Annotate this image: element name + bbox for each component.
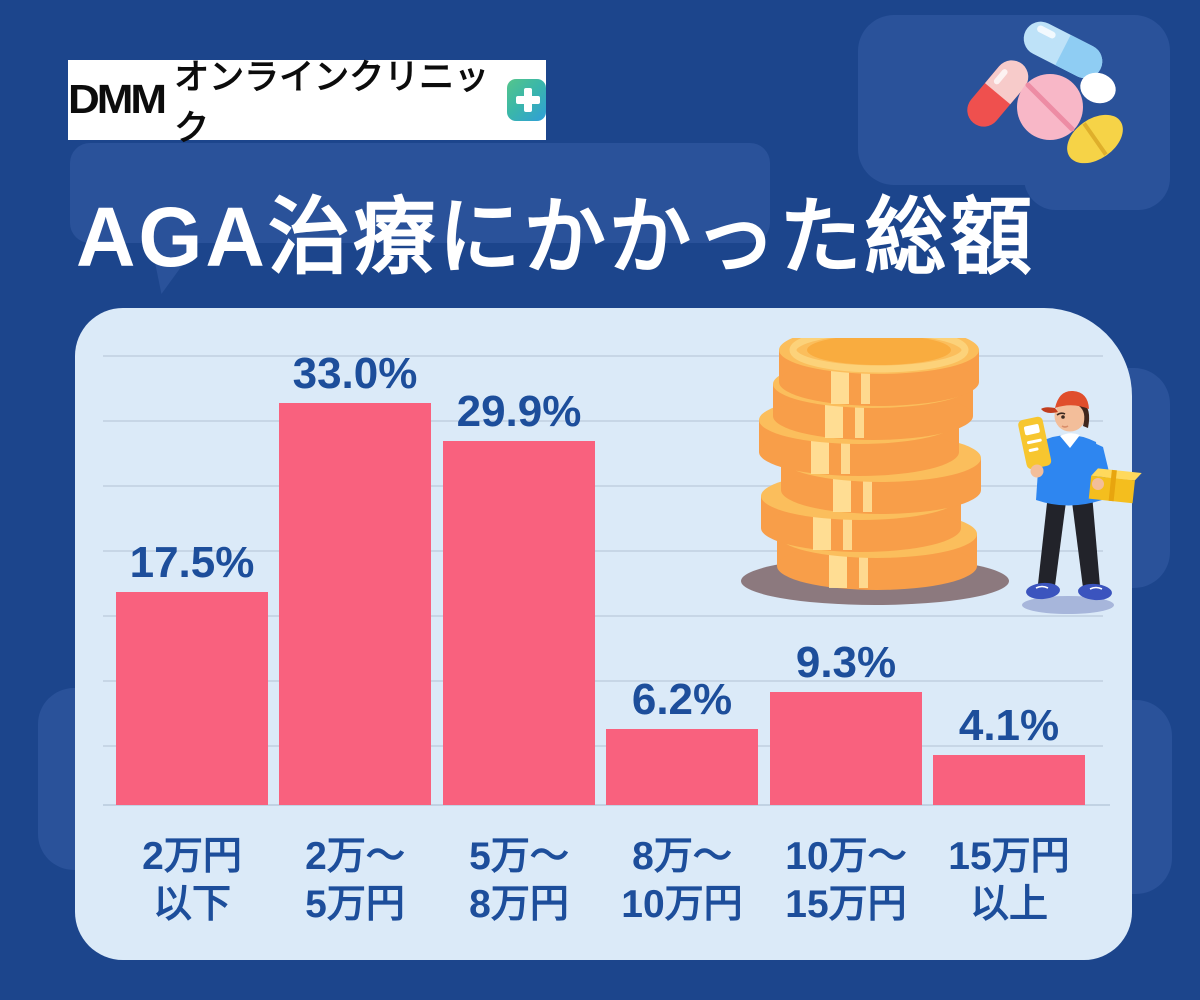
gridline (103, 420, 1103, 422)
bar-value-label: 29.9% (456, 387, 582, 436)
x-axis-label: 5万〜 8万円 (469, 835, 569, 926)
coin-stack-illustration (741, 338, 1009, 605)
brand-logo: DMM オンラインクリニック (68, 58, 546, 148)
gridline (103, 355, 1103, 357)
bar-2万〜5万円 (279, 403, 431, 805)
pills-illustration (967, 21, 1123, 164)
bar-2万円以下 (116, 592, 268, 805)
clinic-plus-icon (507, 79, 546, 121)
x-axis-label: 8万〜 10万円 (621, 835, 743, 926)
bar-value-label: 6.2% (631, 675, 733, 724)
gridline (103, 615, 1103, 617)
clinic-logo-text: オンラインクリニック (174, 58, 490, 148)
dmm-logo-text: DMM (68, 77, 167, 123)
bar-value-label: 4.1% (958, 701, 1060, 750)
gridline (103, 680, 1103, 682)
speech-bubble-title (70, 143, 770, 243)
bar-15万円以上 (933, 755, 1085, 805)
x-axis-label: 2万〜 5万円 (305, 835, 405, 926)
x-axis-label: 10万〜 15万円 (785, 835, 907, 926)
bar-5万〜8万円 (443, 441, 595, 805)
gridline (103, 550, 1103, 552)
bar-10万〜15万円 (770, 692, 922, 805)
bar-8万〜10万円 (606, 729, 758, 805)
x-axis-label: 15万円 以上 (948, 835, 1070, 926)
bar-value-label: 33.0% (292, 349, 418, 398)
x-axis-label: 2万円 以下 (142, 835, 242, 926)
gridline (103, 745, 1103, 747)
page-title: AGA治療にかかった総額 (76, 190, 1036, 284)
bar-value-label: 17.5% (129, 538, 255, 587)
man-checking-bill-illustration (1018, 390, 1142, 614)
bar-value-label: 9.3% (795, 638, 897, 687)
gridline (103, 485, 1103, 487)
x-axis-baseline (103, 804, 1110, 806)
